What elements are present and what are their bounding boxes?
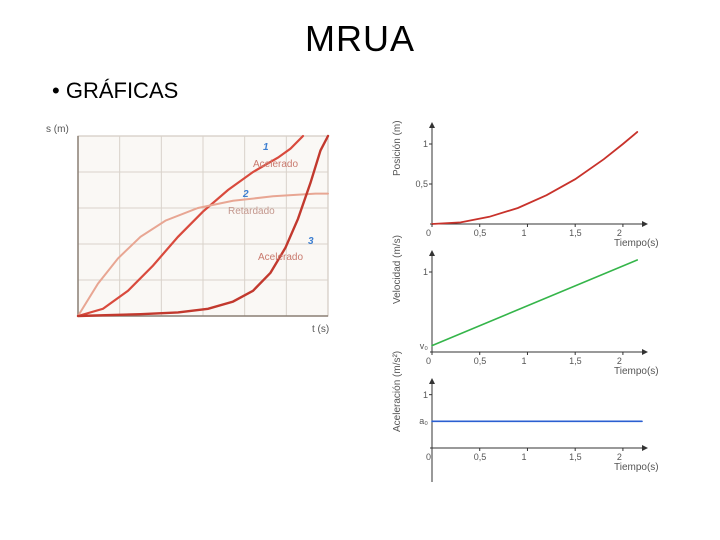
x-tick-label: 1 bbox=[521, 452, 526, 462]
left-chart: s (m) t (s) 1 Acelerado 2 Retardado 3 Acelerado bbox=[40, 118, 360, 358]
x-tick-label: 0 bbox=[426, 228, 431, 238]
x-tick-label: 1,5 bbox=[569, 356, 582, 366]
mini-chart-svg bbox=[388, 118, 668, 246]
page-title: MRUA bbox=[40, 18, 680, 60]
bullet-label: GRÁFICAS bbox=[66, 78, 178, 103]
x-axis-label: t (s) bbox=[312, 324, 329, 335]
x-tick-label: 0,5 bbox=[474, 452, 487, 462]
y-axis-label: Aceleración (m/s²) bbox=[392, 351, 403, 432]
series-text-label: Acelerado bbox=[253, 159, 298, 170]
x-axis-label: Tiempo(s) bbox=[614, 462, 659, 473]
right-charts: 0 0,5 1 1,5 2 0,5 1 Posición (m) Tiempo(s) 0 0,5 1 1… bbox=[388, 118, 668, 502]
x-tick-label: 2 bbox=[617, 356, 622, 366]
mini-chart-svg bbox=[388, 246, 668, 374]
content-row: s (m) t (s) 1 Acelerado 2 Retardado 3 Acelerado… bbox=[40, 118, 680, 502]
bullet-item: • GRÁFICAS bbox=[52, 78, 680, 104]
mini-chart-acceleration: 00,511,521a₀Aceleración (m/s²)Tiempo(s) bbox=[388, 374, 668, 502]
y-axis-label: Posición (m) bbox=[392, 120, 403, 176]
x-tick-label: 0 bbox=[426, 356, 431, 366]
mini-chart-svg bbox=[388, 374, 668, 502]
y-tick-label: 1 bbox=[423, 390, 428, 400]
series-id-label: 2 bbox=[243, 189, 249, 200]
x-tick-label: 2 bbox=[617, 452, 622, 462]
slide: MRUA • GRÁFICAS s (m) t (s) 1 Acelerado 2 Ret… bbox=[0, 0, 720, 540]
series-line bbox=[432, 260, 637, 346]
y-axis-label: Velocidad (m/s) bbox=[392, 235, 403, 304]
x-tick-label: 2 bbox=[617, 228, 622, 238]
mini-chart-position: 00,511,520,51Posición (m)Tiempo(s) bbox=[388, 118, 668, 246]
const-label: a₀ bbox=[419, 416, 428, 426]
y-tick-label: 1 bbox=[423, 267, 428, 277]
x-tick-label: 1 bbox=[521, 228, 526, 238]
x-tick-label: 0,5 bbox=[474, 356, 487, 366]
y-tick-label: 0,5 bbox=[415, 179, 428, 189]
y-tick-label: 1 bbox=[423, 139, 428, 149]
origin-label: v₀ bbox=[420, 341, 428, 351]
x-tick-label: 1 bbox=[521, 356, 526, 366]
series-line bbox=[432, 132, 637, 224]
x-tick-label: 0 bbox=[426, 452, 431, 462]
series-id-label: 3 bbox=[308, 236, 314, 247]
series-text-label: Retardado bbox=[228, 206, 275, 217]
x-tick-label: 1,5 bbox=[569, 452, 582, 462]
mini-chart-velocity: 00,511,521v₀Velocidad (m/s)Tiempo(s) bbox=[388, 246, 668, 374]
series-text-label: Acelerado bbox=[258, 252, 303, 263]
x-tick-label: 1,5 bbox=[569, 228, 582, 238]
series-id-label: 1 bbox=[263, 142, 269, 153]
x-tick-label: 0,5 bbox=[474, 228, 487, 238]
y-axis-label: s (m) bbox=[46, 124, 69, 135]
